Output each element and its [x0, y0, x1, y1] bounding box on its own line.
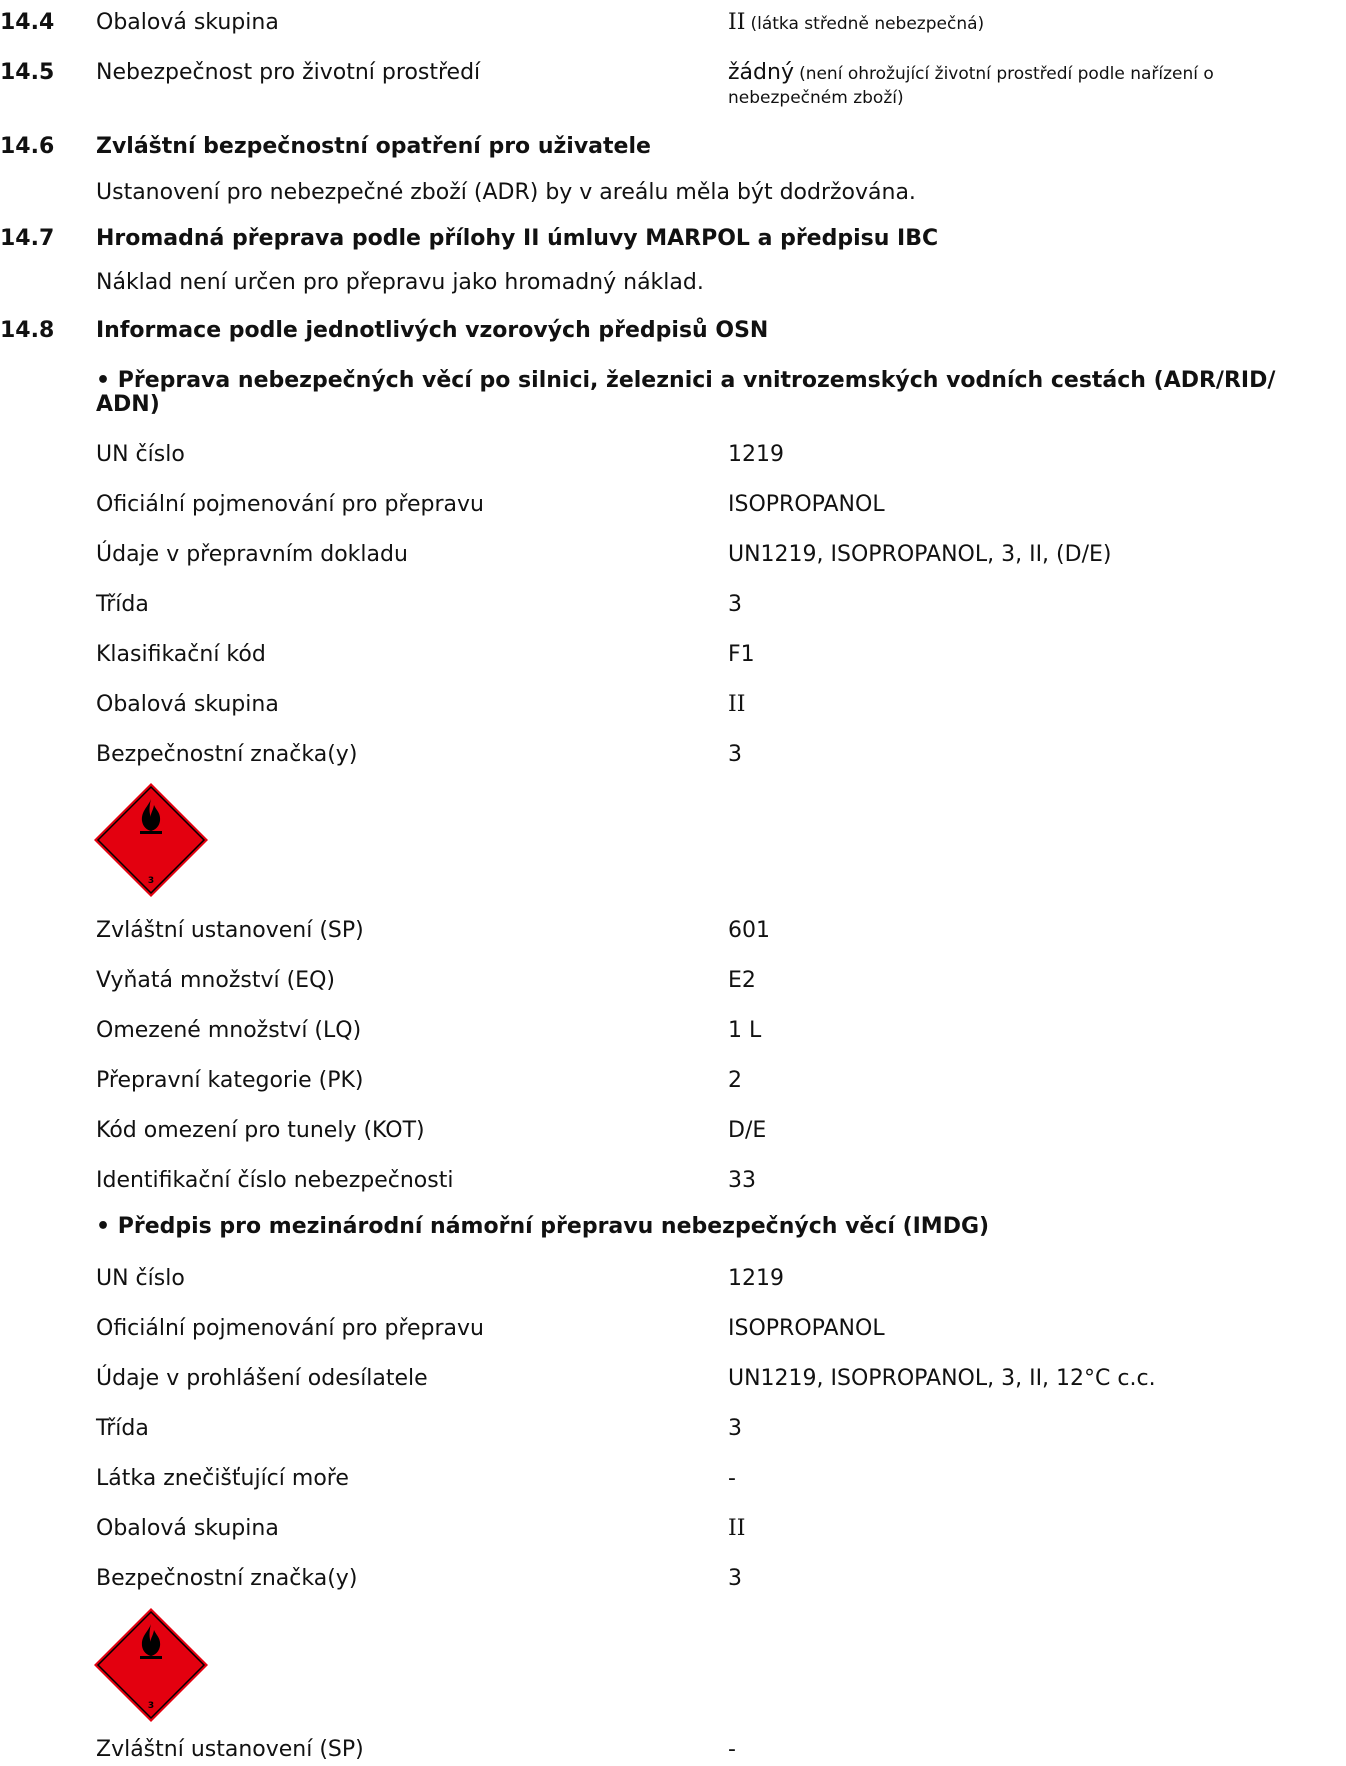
value-main: žádný [728, 60, 794, 85]
section-number: 14.7 [0, 226, 55, 251]
section-text: Náklad není určen pro přepravu jako hrom… [96, 270, 704, 295]
row-label: Třída [96, 592, 149, 617]
row-value: F1 [728, 642, 755, 667]
row-label: Přepravní kategorie (PK) [96, 1068, 364, 1093]
value-note-continued: nebezpečném zboží) [728, 88, 904, 108]
placard-number: 3 [148, 1701, 154, 1711]
flammable-liquid-placard-icon: 3 [94, 1608, 208, 1722]
adr-heading: • Přeprava nebezpečných věcí po silnici,… [96, 368, 1276, 393]
section-number: 14.6 [0, 134, 55, 159]
row-label: Zvláštní ustanovení (SP) [96, 1737, 364, 1762]
row-value: - [728, 1737, 736, 1762]
flammable-liquid-placard-icon: 3 [94, 783, 208, 897]
section-label: Nebezpečnost pro životní prostředí [96, 60, 481, 85]
section-title: Informace podle jednotlivých vzorových p… [96, 318, 769, 343]
row-label: Obalová skupina [96, 1516, 279, 1541]
row-label: Bezpečnostní značka(y) [96, 742, 358, 767]
row-value: 1219 [728, 1266, 784, 1291]
row-value: - [728, 1466, 736, 1491]
row-label: Klasifikační kód [96, 642, 266, 667]
row-value: 3 [728, 592, 742, 617]
section-value: žádný (není ohrožující životní prostředí… [728, 60, 1214, 85]
row-label: Látka znečišťující moře [96, 1466, 349, 1491]
row-label: Údaje v přepravním dokladu [96, 542, 408, 567]
section-number: 14.5 [0, 60, 55, 85]
placard-number: 3 [148, 876, 154, 886]
row-value: 601 [728, 918, 770, 943]
section-value: II (látka středně nebezpečná) [728, 10, 984, 35]
section-number: 14.4 [0, 10, 55, 35]
imdg-heading: • Předpis pro mezinárodní námořní přepra… [96, 1214, 990, 1239]
row-value: 2 [728, 1068, 742, 1093]
row-label: Údaje v prohlášení odesílatele [96, 1366, 428, 1391]
row-value: 3 [728, 742, 742, 767]
row-value: 3 [728, 1566, 742, 1591]
row-label: Omezené množství (LQ) [96, 1018, 362, 1043]
row-value: II [728, 1516, 746, 1541]
row-value: 3 [728, 1416, 742, 1441]
row-value: 1 L [728, 1018, 762, 1043]
row-value: D/E [728, 1118, 767, 1143]
row-value: ISOPROPANOL [728, 492, 885, 517]
row-label: UN číslo [96, 1266, 185, 1291]
adr-heading-continued: ADN) [96, 392, 160, 417]
value-main: II [728, 10, 746, 35]
row-label: Oficiální pojmenování pro přepravu [96, 1316, 484, 1341]
section-title: Hromadná přeprava podle přílohy II úmluv… [96, 226, 939, 251]
row-value: II [728, 692, 746, 717]
section-title: Zvláštní bezpečnostní opatření pro uživa… [96, 134, 651, 159]
row-label: Kód omezení pro tunely (KOT) [96, 1118, 425, 1143]
row-label: Třída [96, 1416, 149, 1441]
row-label: Oficiální pojmenování pro přepravu [96, 492, 484, 517]
section-text: Ustanovení pro nebezpečné zboží (ADR) by… [96, 180, 916, 205]
row-value: ISOPROPANOL [728, 1316, 885, 1341]
value-note: (látka středně nebezpečná) [750, 14, 985, 34]
section-number: 14.8 [0, 318, 55, 343]
row-label: Identifikační číslo nebezpečnosti [96, 1168, 454, 1193]
row-value: 1219 [728, 442, 784, 467]
row-value: E2 [728, 968, 756, 993]
row-label: Vyňatá množství (EQ) [96, 968, 335, 993]
row-label: UN číslo [96, 442, 185, 467]
row-label: Bezpečnostní značka(y) [96, 1566, 358, 1591]
row-value: 33 [728, 1168, 756, 1193]
section-label: Obalová skupina [96, 10, 279, 35]
row-value: UN1219, ISOPROPANOL, 3, II, 12°C c.c. [728, 1366, 1156, 1391]
value-note: (není ohrožující životní prostředí podle… [799, 64, 1214, 84]
row-label: Zvláštní ustanovení (SP) [96, 918, 364, 943]
row-value: UN1219, ISOPROPANOL, 3, II, (D/E) [728, 542, 1112, 567]
row-label: Obalová skupina [96, 692, 279, 717]
